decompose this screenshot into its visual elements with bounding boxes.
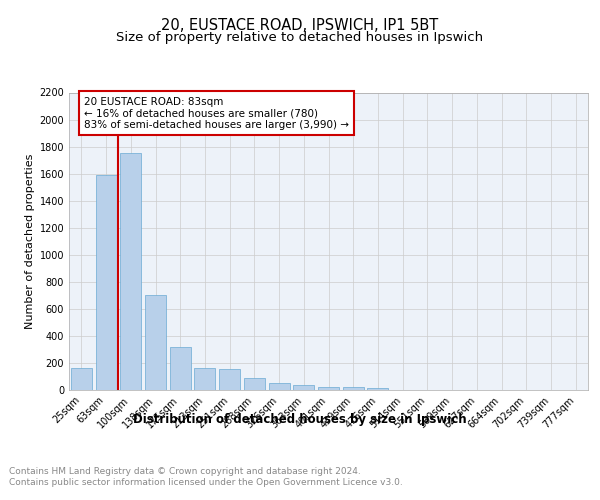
Text: Size of property relative to detached houses in Ipswich: Size of property relative to detached ho…	[116, 31, 484, 44]
Bar	[269, 383, 290, 390]
Text: 20, EUSTACE ROAD, IPSWICH, IP1 5BT: 20, EUSTACE ROAD, IPSWICH, IP1 5BT	[161, 18, 439, 32]
Bar	[71, 368, 92, 390]
Bar	[367, 388, 388, 390]
Bar	[120, 154, 141, 390]
Bar	[343, 388, 364, 390]
Bar	[293, 386, 314, 390]
Text: Distribution of detached houses by size in Ipswich: Distribution of detached houses by size …	[133, 412, 467, 426]
Bar	[170, 346, 191, 390]
Text: 20 EUSTACE ROAD: 83sqm
← 16% of detached houses are smaller (780)
83% of semi-de: 20 EUSTACE ROAD: 83sqm ← 16% of detached…	[84, 96, 349, 130]
Bar	[244, 378, 265, 390]
Y-axis label: Number of detached properties: Number of detached properties	[25, 154, 35, 329]
Bar	[145, 296, 166, 390]
Text: Contains HM Land Registry data © Crown copyright and database right 2024.
Contai: Contains HM Land Registry data © Crown c…	[9, 468, 403, 487]
Bar	[95, 175, 116, 390]
Bar	[194, 368, 215, 390]
Bar	[318, 386, 339, 390]
Bar	[219, 369, 240, 390]
